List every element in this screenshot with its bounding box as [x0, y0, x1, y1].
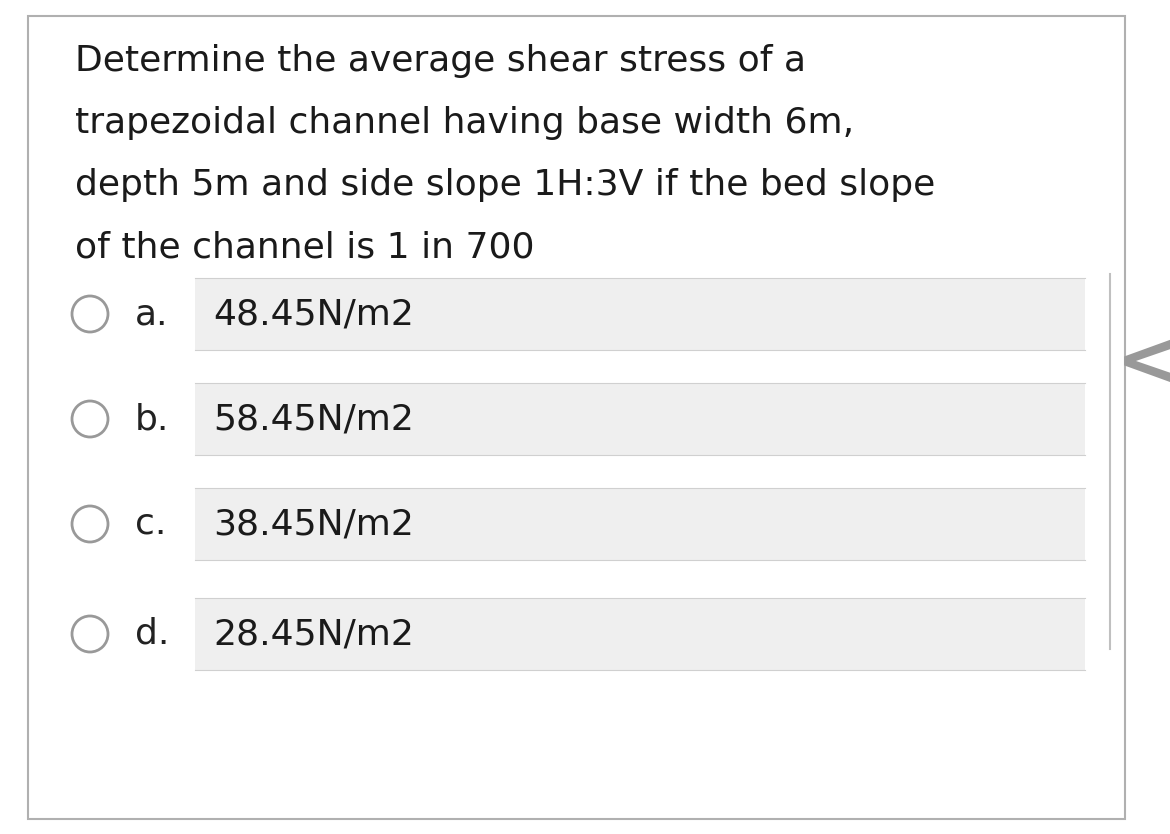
Text: d.: d.	[135, 617, 170, 651]
Text: 38.45N/m2: 38.45N/m2	[213, 507, 414, 541]
Text: depth 5m and side slope 1H:3V if the bed slope: depth 5m and side slope 1H:3V if the bed…	[75, 168, 935, 202]
Circle shape	[73, 616, 108, 652]
Text: 28.45N/m2: 28.45N/m2	[213, 617, 414, 651]
Text: of the channel is 1 in 700: of the channel is 1 in 700	[75, 230, 535, 264]
Bar	[195, 383, 1085, 455]
Text: b.: b.	[135, 402, 170, 436]
Text: a.: a.	[135, 297, 168, 331]
Bar	[195, 598, 1085, 670]
Text: c.: c.	[135, 507, 166, 541]
Bar	[195, 278, 1085, 350]
Text: 58.45N/m2: 58.45N/m2	[213, 402, 414, 436]
Bar	[195, 488, 1085, 560]
Circle shape	[73, 506, 108, 542]
Text: trapezoidal channel having base width 6m,: trapezoidal channel having base width 6m…	[75, 106, 854, 140]
Text: Determine the average shear stress of a: Determine the average shear stress of a	[75, 44, 806, 78]
Circle shape	[73, 401, 108, 437]
Text: 48.45N/m2: 48.45N/m2	[213, 297, 414, 331]
Text: <: <	[1116, 327, 1170, 401]
Circle shape	[73, 296, 108, 332]
